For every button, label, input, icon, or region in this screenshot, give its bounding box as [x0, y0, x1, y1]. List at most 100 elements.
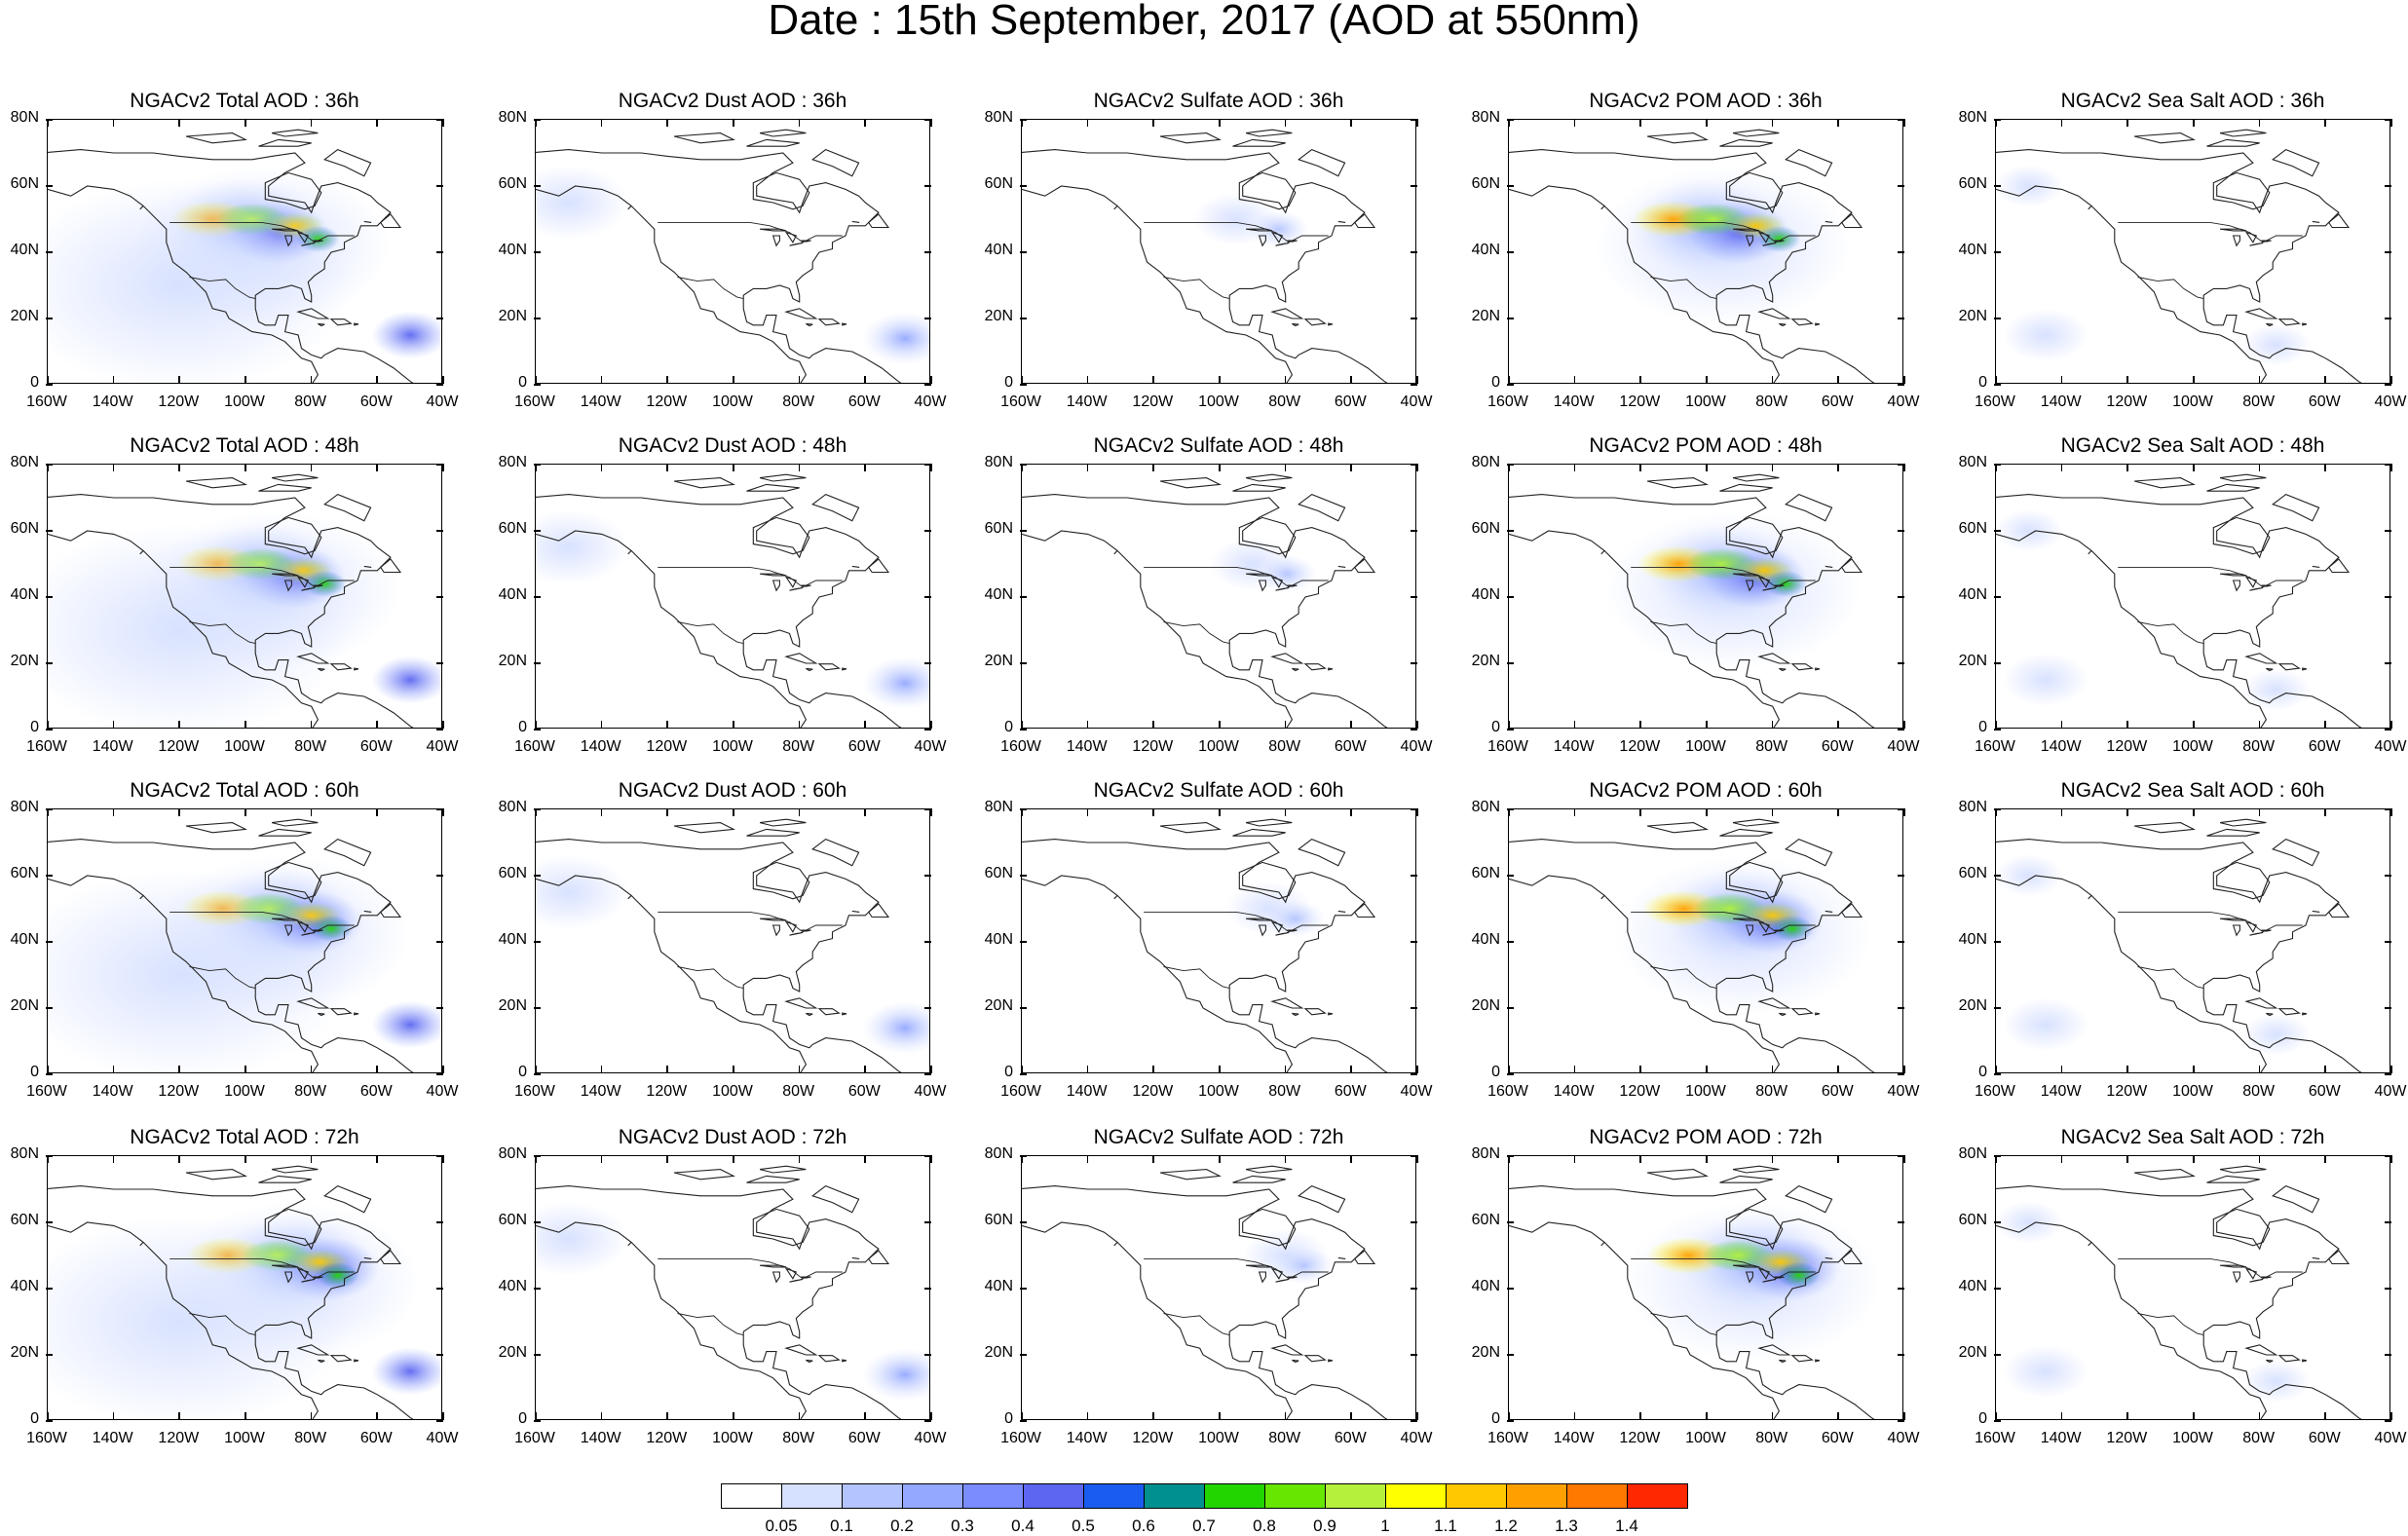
lon-tick-label: 120W — [2106, 1430, 2148, 1446]
coastline — [536, 1185, 902, 1419]
lon-tick-label: 80W — [294, 738, 327, 755]
lon-tick — [1284, 1412, 1287, 1420]
coastline — [1815, 322, 1821, 326]
coastline — [2206, 138, 2260, 147]
coastline — [1725, 1208, 1784, 1247]
coastline — [1246, 918, 1273, 921]
lon-tick — [1416, 464, 1418, 471]
lon-tick-label: 120W — [1619, 738, 1661, 755]
lat-tick — [1507, 185, 1514, 187]
coastline — [1232, 828, 1286, 837]
coastline — [2277, 1355, 2301, 1363]
coastline — [48, 875, 320, 1072]
coastline — [806, 322, 813, 327]
lon-tick-label: 120W — [2106, 1083, 2148, 1100]
panel-title: NGACv2 Dust AOD : 36h — [618, 90, 847, 112]
lon-tick-label: 100W — [2172, 738, 2213, 755]
coastline — [2302, 667, 2308, 671]
lon-tick — [2193, 721, 2195, 729]
lon-tick-label: 160W — [26, 1430, 67, 1446]
coastline — [1275, 1278, 1290, 1283]
coastline — [329, 318, 353, 326]
coastline — [2220, 918, 2247, 921]
coastline — [760, 918, 787, 921]
lon-tick — [1903, 1066, 1905, 1073]
lon-tick-label: 60W — [847, 1083, 881, 1100]
aod-field — [536, 1201, 629, 1277]
lon-tick — [2324, 1066, 2326, 1073]
coastline — [673, 477, 735, 489]
lon-tick — [376, 1155, 378, 1163]
lon-tick — [930, 376, 932, 384]
lon-tick — [2324, 464, 2326, 471]
coastline — [2266, 667, 2274, 672]
lat-tick-label: 60N — [1471, 865, 1500, 881]
lat-tick — [1507, 1420, 1514, 1422]
coastline — [48, 1185, 414, 1419]
lat-tick — [924, 1288, 931, 1290]
border — [2118, 566, 2303, 588]
coastline — [2302, 1012, 2308, 1016]
coastline — [1840, 1250, 1863, 1265]
lon-tick — [2193, 376, 2195, 384]
lat-tick — [2385, 596, 2391, 598]
lat-tick — [1020, 251, 1027, 253]
lon-tick-label: 100W — [224, 1430, 265, 1446]
lat-tick-label: 80N — [10, 799, 39, 815]
map-canvas — [1996, 473, 2362, 728]
lon-tick — [1350, 721, 1352, 729]
coastline — [1719, 483, 1773, 492]
lon-tick — [1086, 1412, 1089, 1420]
lat-tick — [1020, 530, 1027, 532]
aod-field — [861, 1001, 929, 1055]
lat-tick-label: 40N — [1471, 931, 1500, 948]
map-canvas — [536, 818, 929, 1072]
lat-tick — [924, 119, 931, 121]
lon-tick — [1219, 808, 1221, 816]
lat-tick — [1020, 384, 1027, 386]
aod-map — [1995, 808, 2390, 1073]
lat-tick-label: 60N — [10, 865, 39, 881]
coastline — [354, 1012, 359, 1016]
lon-tick-label: 160W — [1975, 738, 2015, 755]
coastline — [272, 1264, 299, 1268]
lon-tick — [1152, 1412, 1154, 1420]
colorbar-swatch — [721, 1483, 782, 1509]
lat-tick-label: 0 — [518, 1410, 527, 1427]
coastline — [1732, 1165, 1780, 1174]
aod-map — [1508, 464, 1903, 729]
border — [677, 621, 744, 645]
colorbar-swatch — [902, 1483, 963, 1509]
lat-tick-label: 0 — [1978, 374, 1987, 391]
lon-tick — [733, 464, 734, 471]
lon-tick-label: 80W — [1268, 1083, 1301, 1100]
lon-tick — [1995, 1155, 1997, 1163]
coastline — [2249, 1278, 2264, 1283]
coastline — [2220, 1264, 2247, 1268]
panel-title: NGACv2 POM AOD : 36h — [1589, 90, 1823, 112]
coastline — [379, 558, 402, 574]
lat-tick-label: 60N — [1958, 1212, 1987, 1228]
coastline — [1719, 138, 1773, 147]
coastline — [811, 838, 860, 867]
lat-tick — [1898, 464, 1904, 466]
lon-tick — [2126, 1412, 2128, 1420]
lat-tick — [1411, 729, 1417, 731]
lat-tick-label: 80N — [984, 799, 1013, 815]
lat-tick-label: 80N — [498, 799, 527, 815]
border — [1650, 621, 1717, 645]
colorbar-swatch — [1446, 1483, 1507, 1509]
lat-tick — [1411, 1420, 1417, 1422]
lon-tick-label: 100W — [224, 738, 265, 755]
coastline — [2206, 1175, 2260, 1183]
lon-tick — [1350, 1066, 1352, 1073]
coastline — [752, 171, 810, 210]
lat-tick — [1507, 1073, 1514, 1075]
colorbar-swatch — [962, 1483, 1024, 1509]
lon-tick — [245, 1412, 246, 1420]
lon-tick-label: 40W — [1887, 1083, 1920, 1100]
coastline — [784, 653, 818, 664]
coastline — [1022, 185, 1294, 383]
coastline — [2302, 1359, 2308, 1363]
lon-tick — [310, 721, 313, 729]
